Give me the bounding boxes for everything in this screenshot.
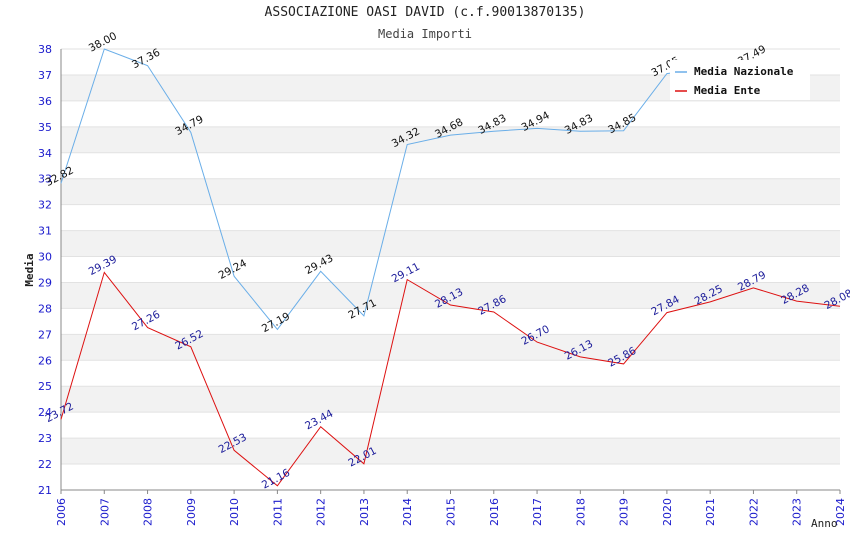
x-tick-label: 2014 — [401, 498, 414, 526]
grid-band — [61, 412, 840, 439]
x-tick-label: 2021 — [704, 498, 717, 526]
y-tick-label: 37 — [38, 69, 52, 82]
grid-band — [61, 438, 840, 465]
x-tick-label: 2013 — [358, 498, 371, 526]
axes — [60, 49, 841, 494]
grid-band — [61, 100, 840, 127]
y-tick-label: 34 — [38, 147, 52, 160]
series-line-media-nazionale — [60, 48, 754, 331]
chart-title: ASSOCIAZIONE OASI DAVID (c.f.90013870135… — [264, 5, 586, 20]
grid-bands — [61, 48, 840, 491]
y-tick-label: 28 — [38, 302, 52, 315]
y-tick-label: 25 — [38, 380, 52, 393]
grid-band — [61, 308, 840, 335]
x-tick-label: 2012 — [315, 498, 328, 526]
x-tick-label: 2024 — [834, 498, 847, 526]
y-tick-label: 27 — [38, 328, 52, 341]
y-tick-label: 21 — [38, 484, 52, 497]
grid-band — [61, 204, 840, 231]
y-tick-label: 23 — [38, 432, 52, 445]
grid-band — [61, 230, 840, 257]
chart-subtitle: Media Importi — [378, 27, 472, 41]
x-tick-label: 2016 — [488, 498, 501, 526]
legend: Media Nazionale Media Ente — [670, 60, 810, 100]
legend-background — [670, 60, 810, 100]
y-tick-label: 31 — [38, 225, 52, 238]
x-axis-label: Anno — [811, 517, 838, 530]
x-tick-label: 2015 — [445, 498, 458, 526]
y-tick-label: 29 — [38, 276, 52, 289]
legend-label-media-ente: Media Ente — [694, 84, 761, 97]
x-tick-label: 2011 — [271, 498, 284, 526]
x-tick-label: 2008 — [142, 498, 155, 526]
x-tick-label: 2022 — [747, 498, 760, 526]
y-tick-labels: 21 22 23 24 25 26 27 28 29 30 31 32 33 34 35 36 37 38 — [38, 43, 52, 497]
grid-band — [61, 282, 840, 309]
x-tick-labels: 2006 2007 2008 2009 2010 2011 2012 2013 2014 2015… — [55, 498, 847, 526]
y-axis-label: Media — [23, 253, 36, 286]
grid-band — [61, 126, 840, 153]
y-tick-label: 38 — [38, 43, 52, 56]
y-tick-label: 30 — [38, 251, 52, 264]
grid-band — [61, 256, 840, 283]
grid-band — [61, 152, 840, 179]
y-tick-label: 35 — [38, 121, 52, 134]
x-tick-label: 2006 — [55, 498, 68, 526]
grid-band — [61, 464, 840, 490]
grid-band — [61, 386, 840, 413]
y-tick-label: 36 — [38, 95, 52, 108]
series-line-media-ente — [60, 271, 841, 487]
y-tick-label: 33 — [38, 173, 52, 186]
x-tick-label: 2019 — [618, 498, 631, 526]
y-tick-label: 26 — [38, 354, 52, 367]
grid-band — [61, 178, 840, 205]
x-tick-label: 2023 — [791, 498, 804, 526]
legend-label-media-nazionale: Media Nazionale — [694, 65, 794, 78]
series-lines — [60, 48, 841, 487]
x-tick-label: 2009 — [185, 498, 198, 526]
x-tick-label: 2018 — [574, 498, 587, 526]
y-tick-label: 32 — [38, 199, 52, 212]
y-tick-label: 24 — [38, 406, 52, 419]
x-tick-label: 2017 — [531, 498, 544, 526]
x-tick-label: 2020 — [661, 498, 674, 526]
y-tick-label: 22 — [38, 458, 52, 471]
x-tick-label: 2007 — [98, 498, 111, 526]
grid-band — [61, 360, 840, 387]
x-tick-label: 2010 — [228, 498, 241, 526]
